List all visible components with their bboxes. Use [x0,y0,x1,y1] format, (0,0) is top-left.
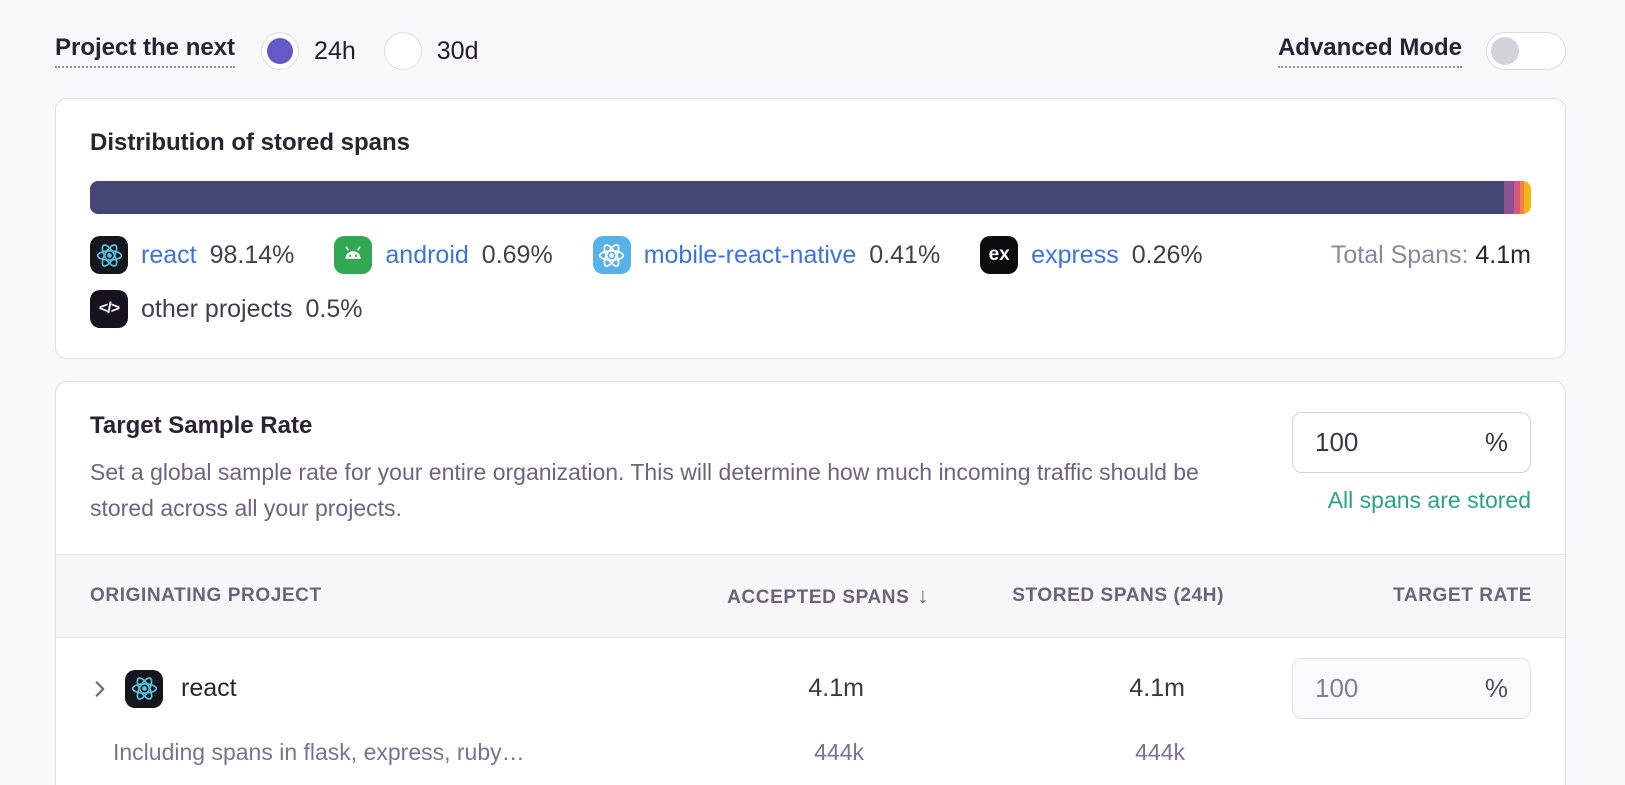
projection-period-radio-group: 24h 30d [261,32,478,70]
accepted-spans-value: 4.1m [808,674,864,702]
radio-24h[interactable] [261,32,300,70]
legend-other-projects-label: other projects [141,294,293,323]
radio-24h-label: 24h [314,36,356,65]
table-row-react: react 4.1m 4.1m 100 % Including spans in… [56,638,1565,785]
legend-percentage: 98.14% [209,240,295,269]
bar-segment-other-projects [1523,181,1531,214]
included-projects-description: Including spans in flask, express, ruby… [113,739,525,765]
project-target-rate-input[interactable]: 100 % [1292,658,1531,719]
legend-item-android: android 0.69% [334,236,553,274]
legend-percentage: 0.5% [305,294,363,323]
toggle-knob [1491,37,1519,65]
bar-segment-mobile-react-native [1514,181,1521,214]
bar-segment-express [1520,181,1524,214]
settings-toolbar: Project the next 24h 30d Advanced Mode [55,28,1566,74]
legend-project-link[interactable]: express [1031,240,1119,269]
legend-item-express: ex express 0.26% [980,236,1203,274]
sub-stored-spans-value: 444k [1135,739,1185,765]
legend-project-link[interactable]: react [141,240,197,269]
advanced-mode-toggle[interactable] [1486,32,1566,70]
stored-spans-distribution-bar [90,181,1531,214]
target-sample-rate-card: Target Sample Rate Set a global sample r… [55,381,1566,785]
advanced-mode-label: Advanced Mode [1277,34,1462,68]
sort-descending-icon: ↓ [917,583,929,608]
distribution-of-stored-spans-card: Distribution of stored spans react 98.14… [55,98,1566,359]
legend-percentage: 0.26% [1131,240,1203,269]
projects-sample-rate-table: Originating Project Accepted Spans ↓ Stor… [56,554,1565,785]
column-header-stored-spans[interactable]: Stored Spans (24h) [1012,585,1224,606]
radio-30d[interactable] [383,32,422,70]
target-sample-rate-title: Target Sample Rate [90,412,313,439]
period-option-30d[interactable]: 30d [383,32,479,70]
code-icon: </> [90,290,128,328]
legend-item-mobile-react-native: mobile-react-native 0.41% [592,236,941,274]
percent-suffix: % [1484,673,1508,703]
legend-project-link[interactable]: android [385,240,469,269]
sub-accepted-spans-value: 444k [814,739,864,765]
distribution-legend: react 98.14% android 0.69% mobile-react-… [90,236,1531,328]
percent-suffix: % [1484,427,1508,457]
express-icon: ex [980,236,1019,274]
legend-project-link[interactable]: mobile-react-native [643,240,857,269]
project-the-next-label: Project the next [55,34,236,68]
react-icon [90,236,128,274]
column-header-originating-project[interactable]: Originating Project [90,585,322,606]
sample-rate-status-text: All spans are stored [1327,487,1531,513]
column-header-target-rate: Target Rate [1393,585,1532,606]
table-header-row: Originating Project Accepted Spans ↓ Stor… [56,554,1565,638]
total-spans-value: 4.1m [1475,240,1531,269]
legend-item-react: react 98.14% [90,236,294,274]
bar-segment-react [90,181,1505,214]
target-sample-rate-description: Set a global sample rate for your entire… [90,459,1199,521]
radio-30d-label: 30d [436,36,479,65]
project-rate-value[interactable]: 100 [1315,673,1359,703]
react-native-icon [592,236,631,274]
stored-spans-value: 4.1m [1129,674,1185,702]
bar-segment-android [1504,181,1515,214]
total-spans-label: Total Spans: [1330,240,1469,269]
project-name: react [181,674,237,702]
global-sample-rate-input[interactable]: 100 % [1292,412,1531,473]
legend-percentage: 0.41% [869,240,941,269]
legend-item-other-projects: </> other projects 0.5% [90,290,362,328]
distribution-card-title: Distribution of stored spans [90,129,411,156]
android-icon [334,236,373,274]
sample-rate-value[interactable]: 100 [1315,427,1359,457]
total-spans: Total Spans: 4.1m [1331,241,1531,270]
expand-row-chevron-icon[interactable] [89,678,111,700]
column-header-accepted-spans[interactable]: Accepted Spans ↓ [727,583,929,608]
legend-percentage: 0.69% [481,240,553,269]
period-option-24h[interactable]: 24h [261,32,356,70]
react-icon [125,669,163,708]
